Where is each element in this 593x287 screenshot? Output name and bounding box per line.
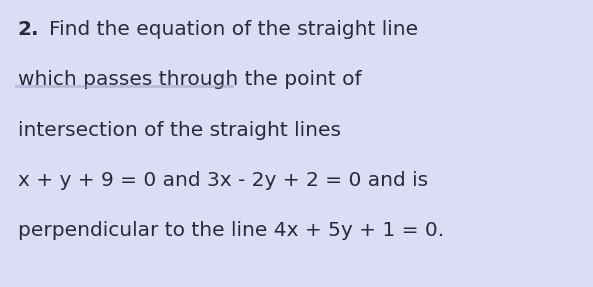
- Text: 2.: 2.: [18, 20, 39, 39]
- Text: perpendicular to the line 4x + 5y + 1 = 0.: perpendicular to the line 4x + 5y + 1 = …: [18, 221, 444, 240]
- Text: intersection of the straight lines: intersection of the straight lines: [18, 121, 341, 139]
- Bar: [15, 85, 234, 88]
- Text: Find the equation of the straight line: Find the equation of the straight line: [49, 20, 417, 39]
- Text: x + y + 9 = 0 and 3x - 2y + 2 = 0 and is: x + y + 9 = 0 and 3x - 2y + 2 = 0 and is: [18, 171, 428, 190]
- Text: which passes through the point of: which passes through the point of: [18, 70, 361, 89]
